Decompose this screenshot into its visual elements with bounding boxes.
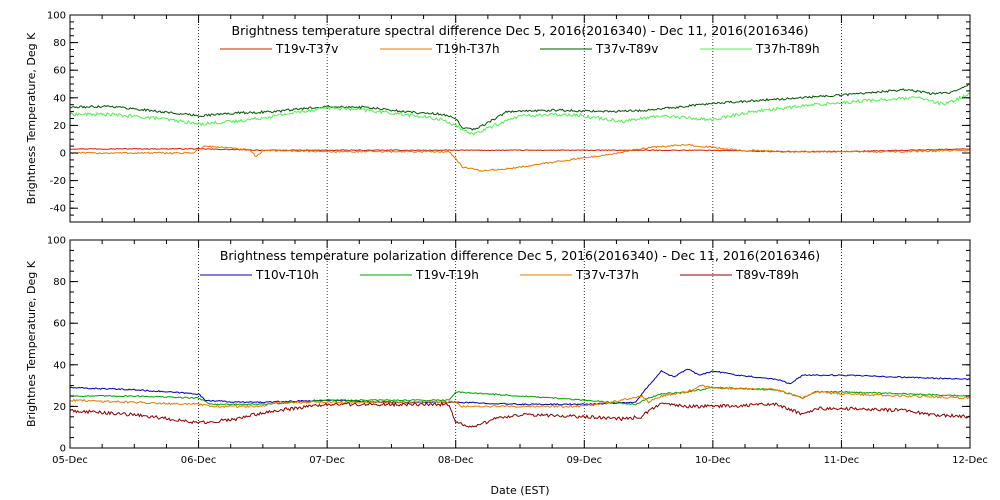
series-line-t19v-t19h xyxy=(69,386,971,406)
y-tick-label: 20 xyxy=(53,121,66,132)
legend-label: T37h-T89h xyxy=(755,42,820,56)
x-tick-label: 06-Dec xyxy=(181,455,217,466)
series-line-t19h-t37h xyxy=(69,143,971,172)
legend-label: T19v-T37v xyxy=(275,42,338,56)
spectral-difference-panel: -40 -20 0 20 40 60 80 100 Brightness temperature… xyxy=(25,11,971,223)
y-axis-label: Brightnes Temperature, Deg K xyxy=(25,260,38,427)
legend-label: T10v-T10h xyxy=(255,268,319,282)
x-tick-label: 12-Dec xyxy=(952,455,988,466)
y-tick-label: 60 xyxy=(53,66,66,77)
legend-label: T89v-T89h xyxy=(735,268,799,282)
series-line-t37v-t89v xyxy=(69,83,971,131)
legend-label: T37v-T37h xyxy=(575,268,639,282)
y-tick-label: 100 xyxy=(47,11,66,22)
y-tick-label: -40 xyxy=(50,204,66,215)
legend-label: T19h-T37h xyxy=(435,42,500,56)
x-tick-label: 08-Dec xyxy=(438,455,474,466)
y-tick-label: 80 xyxy=(53,38,66,49)
y-tick-label: 0 xyxy=(60,444,66,455)
y-tick-label: 0 xyxy=(60,149,66,160)
x-tick-label: 05-Dec xyxy=(52,455,88,466)
legend-label: T19v-T19h xyxy=(415,268,479,282)
y-tick-label: 20 xyxy=(53,402,66,413)
series-line-t37h-t89h xyxy=(69,92,971,136)
series-line-t37v-t37h xyxy=(69,384,971,408)
y-tick-label: 60 xyxy=(53,319,66,330)
chart-title: Brightness temperature spectral differen… xyxy=(232,23,809,38)
y-tick-label: -20 xyxy=(50,176,66,187)
series-line-t89v-t89h xyxy=(69,401,971,428)
polarization-difference-panel: 0 20 40 60 80 100 05-Dec 06-Dec 07-Dec 08-Dec 09-D… xyxy=(25,236,988,498)
series-line-t10v-t10h xyxy=(69,368,971,406)
plot-frame xyxy=(69,14,971,223)
x-tick-label: 10-Dec xyxy=(695,455,731,466)
chart-title: Brightness temperature polarization diff… xyxy=(220,248,820,263)
legend-label: T37v-T89v xyxy=(595,42,658,56)
x-tick-label: 07-Dec xyxy=(309,455,345,466)
y-tick-label: 40 xyxy=(53,93,66,104)
y-tick-label: 100 xyxy=(47,236,66,247)
y-tick-label: 40 xyxy=(53,360,66,371)
y-tick-label: 80 xyxy=(53,277,66,288)
y-axis-label: Brightness Temperature, Deg K xyxy=(25,32,38,204)
x-tick-label: 11-Dec xyxy=(824,455,860,466)
x-axis-label: Date (EST) xyxy=(490,484,549,497)
series-line-t19v-t37v xyxy=(69,147,971,153)
x-tick-label: 09-Dec xyxy=(566,455,602,466)
plot-frame xyxy=(69,239,971,449)
